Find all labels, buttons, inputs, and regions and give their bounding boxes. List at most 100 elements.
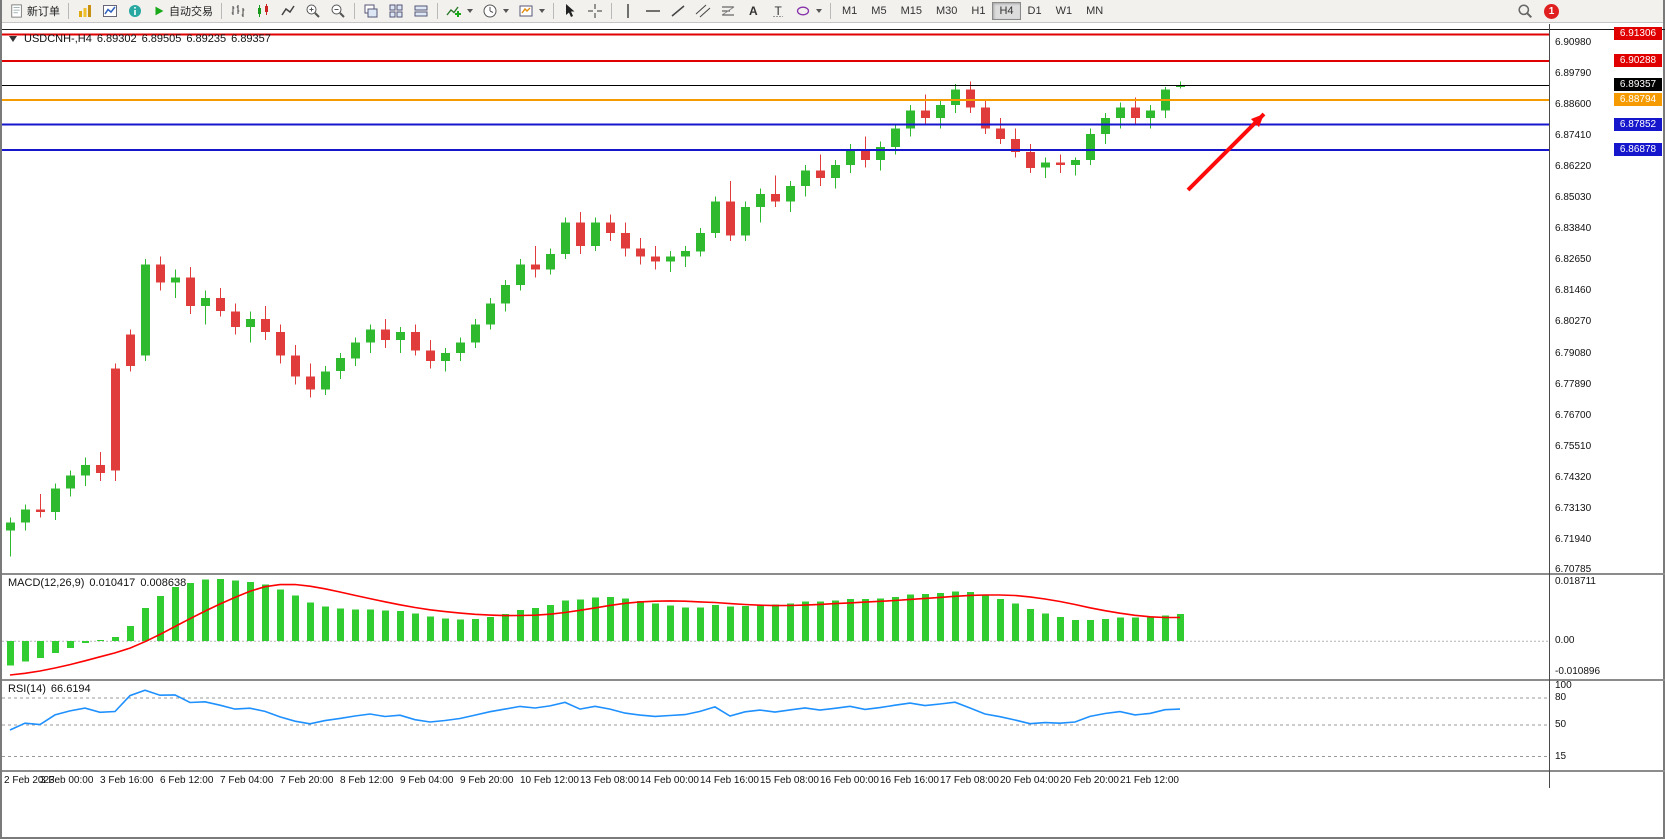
price-axis-label: 6.74320 bbox=[1555, 471, 1592, 483]
time-axis-label: 3 Feb 00:00 bbox=[40, 775, 94, 786]
high-value: 6.89505 bbox=[141, 33, 182, 45]
price-axis-label: 6.89790 bbox=[1555, 68, 1592, 80]
macd-name: MACD(12,26,9) bbox=[8, 577, 85, 589]
market-watch-button[interactable] bbox=[73, 1, 97, 21]
price-axis-label: 6.79080 bbox=[1555, 347, 1592, 359]
shapes-icon bbox=[796, 6, 810, 16]
symbol-period-label: USDCNH-,H4 bbox=[24, 33, 92, 45]
crosshair-icon bbox=[588, 4, 602, 18]
time-axis-label: 21 Feb 12:00 bbox=[1120, 775, 1179, 786]
macd-indicator-panel[interactable] bbox=[2, 574, 1550, 680]
new-order-label: 新订单 bbox=[27, 6, 60, 18]
fibonacci-tool-button[interactable] bbox=[716, 1, 740, 21]
support-button[interactable] bbox=[123, 1, 147, 21]
line-price-tag: 6.91306 bbox=[1614, 27, 1662, 41]
shapes-button[interactable] bbox=[791, 1, 826, 21]
timeframe-button-m1[interactable]: M1 bbox=[842, 5, 858, 17]
line-price-tag: 6.87852 bbox=[1614, 117, 1662, 131]
price-axis-label: 6.77890 bbox=[1555, 378, 1592, 390]
candlestick-chart-button[interactable] bbox=[251, 1, 275, 21]
price-axis-label: 6.81460 bbox=[1555, 285, 1592, 297]
horizontal-line-icon bbox=[646, 10, 660, 12]
price-axis-border bbox=[1549, 24, 1550, 788]
arrange-windows-icon bbox=[414, 5, 428, 17]
cascade-windows-button[interactable] bbox=[359, 1, 383, 21]
zoom-out-button[interactable] bbox=[326, 1, 350, 21]
timeframe-button-m5[interactable]: M5 bbox=[871, 5, 887, 17]
channel-tool-button[interactable] bbox=[691, 1, 715, 21]
price-axis-label: 6.82650 bbox=[1555, 254, 1592, 266]
data-window-icon bbox=[103, 5, 117, 17]
timeframe-button-w1[interactable]: W1 bbox=[1055, 5, 1073, 17]
price-axis-label: 6.87410 bbox=[1555, 130, 1592, 142]
time-axis[interactable]: 2 Feb 2023 3 Feb 00:00 3 Feb 16:00 6 Feb 12… bbox=[2, 772, 1550, 790]
trendline-tool-button[interactable] bbox=[666, 1, 690, 21]
notification-count: 1 bbox=[1548, 5, 1555, 17]
timeframe-button-d1[interactable]: D1 bbox=[1027, 5, 1042, 17]
price-axis-label: 6.73130 bbox=[1555, 502, 1592, 514]
cursor-icon bbox=[566, 4, 575, 17]
support-icon bbox=[129, 5, 141, 17]
panel-splitter[interactable] bbox=[2, 770, 1665, 772]
periods-button[interactable] bbox=[478, 1, 513, 21]
crosshair-tool-button[interactable] bbox=[583, 1, 607, 21]
arrange-windows-button[interactable] bbox=[409, 1, 433, 21]
timeframe-button-h1[interactable]: H1 bbox=[971, 5, 986, 17]
price-axis-label: 6.86220 bbox=[1555, 161, 1592, 173]
rsi-axis-label: 100 bbox=[1555, 680, 1572, 691]
time-axis-label: 20 Feb 04:00 bbox=[1000, 775, 1059, 786]
data-window-button[interactable] bbox=[98, 1, 122, 21]
vertical-line-tool-button[interactable] bbox=[616, 1, 640, 21]
line-chart-button[interactable] bbox=[276, 1, 300, 21]
timeframe-button-h4[interactable]: H4 bbox=[992, 2, 1021, 20]
text-tool-button[interactable]: A bbox=[741, 1, 765, 21]
macd-axis-label: 0.018711 bbox=[1555, 576, 1596, 587]
horizontal-line-tool-button[interactable] bbox=[641, 1, 665, 21]
rsi-axis-label: 50 bbox=[1555, 719, 1567, 730]
add-indicator-button[interactable] bbox=[442, 1, 477, 21]
line-price-tag: 6.90288 bbox=[1614, 54, 1662, 68]
new-order-button[interactable]: 新订单 bbox=[6, 1, 64, 21]
separator bbox=[68, 3, 69, 19]
timeframe-button-m30[interactable]: M30 bbox=[935, 5, 958, 17]
channel-icon bbox=[695, 4, 711, 18]
timeframe-button-m15[interactable]: M15 bbox=[900, 5, 922, 17]
tile-windows-button[interactable] bbox=[384, 1, 408, 21]
label-tool-button[interactable]: T bbox=[766, 1, 790, 21]
time-axis-label: 14 Feb 00:00 bbox=[640, 775, 699, 786]
candles bbox=[6, 81, 1185, 557]
timeframe-button-mn[interactable]: MN bbox=[1086, 5, 1104, 17]
caret-down-icon bbox=[467, 9, 473, 13]
macd-axis[interactable]: 0.018711 0.00 -0.010896 bbox=[1550, 574, 1663, 680]
templates-button[interactable] bbox=[514, 1, 549, 21]
price-axis[interactable]: 6.90980 6.89790 6.88600 6.87410 6.86220 6.850… bbox=[1550, 24, 1663, 575]
panel-splitter[interactable] bbox=[2, 679, 1665, 681]
caret-down-icon bbox=[539, 9, 545, 13]
market-watch-icon bbox=[79, 5, 91, 17]
time-axis-label: 7 Feb 04:00 bbox=[220, 775, 274, 786]
text-icon: A bbox=[749, 4, 758, 18]
bar-chart-button[interactable] bbox=[226, 1, 250, 21]
zoom-in-button[interactable] bbox=[301, 1, 325, 21]
vertical-line-icon bbox=[627, 4, 629, 18]
time-axis-label: 10 Feb 12:00 bbox=[520, 775, 579, 786]
collapse-triangle-icon[interactable] bbox=[9, 36, 17, 42]
rsi-name: RSI(14) bbox=[8, 683, 46, 695]
cursor-tool-button[interactable] bbox=[558, 1, 582, 21]
search-button[interactable] bbox=[1513, 1, 1537, 21]
trend-arrow bbox=[1186, 112, 1266, 192]
rsi-indicator-panel[interactable] bbox=[2, 680, 1550, 770]
separator bbox=[354, 3, 355, 19]
time-axis-label: 6 Feb 12:00 bbox=[160, 775, 214, 786]
main-price-chart[interactable] bbox=[2, 24, 1550, 574]
fibonacci-icon bbox=[721, 6, 735, 16]
svg-text:A: A bbox=[749, 4, 758, 18]
panel-splitter[interactable] bbox=[2, 573, 1665, 575]
trend-arrow-head bbox=[1250, 114, 1264, 128]
templates-icon bbox=[519, 5, 533, 17]
search-icon bbox=[1518, 4, 1533, 19]
rsi-axis[interactable]: 100 80 50 15 bbox=[1550, 680, 1663, 770]
auto-trading-button[interactable]: 自动交易 bbox=[148, 1, 217, 21]
notification-badge[interactable]: 1 bbox=[1544, 3, 1559, 19]
